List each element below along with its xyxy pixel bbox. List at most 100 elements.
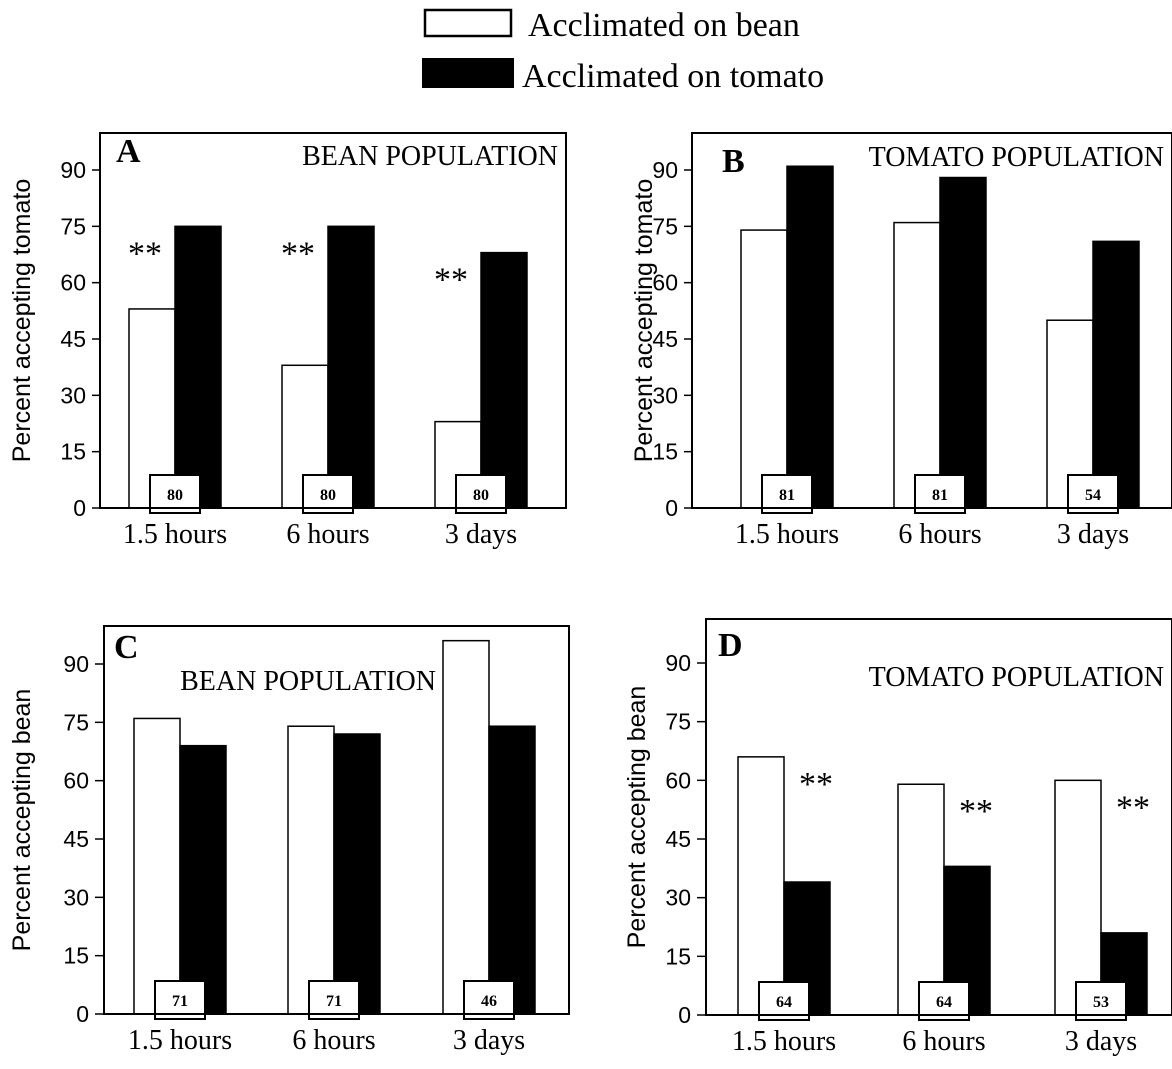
panel-d-ytick-label-30: 30 <box>665 885 691 911</box>
panel-b-ytick-label-75: 75 <box>652 213 678 239</box>
panel-a-sample-size-box-1 <box>149 474 201 514</box>
panel-d-category-label-3: 3 days <box>1065 1026 1137 1057</box>
panel-b-sample-size-1: 81 <box>779 487 795 504</box>
panel-a-sample-size-2: 80 <box>320 487 336 504</box>
panel-b-ytick-label-45: 45 <box>652 326 678 352</box>
panel-a-ytick-label-15: 15 <box>60 439 86 465</box>
panel-a-ytick-label-75: 75 <box>60 213 86 239</box>
panel-b-bar-bean-2 <box>893 221 941 509</box>
panel-c-ytick-label-60: 60 <box>63 768 89 794</box>
panel-a: 0 15 30 45 60 75 90 Percent accepting tomato 80 1… <box>8 132 567 550</box>
panel-a-sample-size-3: 80 <box>473 487 489 504</box>
panel-b-y-axis-label: Percent accepting tomato <box>630 179 658 463</box>
panel-a-bar-tomato-2 <box>327 225 375 509</box>
panel-b-sample-size-box-1 <box>761 474 813 514</box>
panel-a-category-label-3: 3 days <box>445 519 517 550</box>
panel-a-sample-size-box-3 <box>455 474 507 514</box>
panel-d-y-axis-label: Percent accepting bean <box>623 686 651 949</box>
panel-a-y-axis-label: Percent accepting tomato <box>8 179 36 463</box>
panel-c-ytick-label-90: 90 <box>63 651 89 677</box>
panel-a-significance-1: ** <box>128 235 162 272</box>
legend: Acclimated on bean Acclimated on tomato <box>422 7 824 95</box>
panel-b-ytick-label-30: 30 <box>652 382 678 408</box>
panel-a-ytick-label-60: 60 <box>60 270 86 296</box>
panel-d-bar-bean-1 <box>737 756 785 1016</box>
panel-a-significance-3: ** <box>434 262 468 299</box>
panel-d-ytick-label-60: 60 <box>665 767 691 793</box>
panel-a-category-label-2: 6 hours <box>286 519 369 550</box>
legend-swatch-bean <box>423 8 513 38</box>
panel-d-sample-size-box-3 <box>1075 981 1127 1021</box>
panel-d-significance-2: ** <box>959 793 993 830</box>
panel-b-sample-size-3: 54 <box>1085 487 1101 504</box>
panel-c-category-label-1: 1.5 hours <box>128 1025 232 1056</box>
panel-d-title: TOMATO POPULATION <box>869 662 1164 693</box>
panel-c-sample-size-box-1 <box>154 980 206 1020</box>
panel-b-ytick-label-0: 0 <box>665 495 678 521</box>
panel-d-bar-bean-3 <box>1054 779 1102 1016</box>
panel-c-bar-tomato-2 <box>333 733 381 1015</box>
panel-b-bar-bean-1 <box>740 229 788 509</box>
panel-c-sample-size-1: 71 <box>172 993 188 1010</box>
legend-label-bean: Acclimated on bean <box>528 7 800 44</box>
panel-a-bar-tomato-1 <box>174 225 222 509</box>
panel-b-sample-size-2: 81 <box>932 487 948 504</box>
panel-d-category-label-2: 6 hours <box>902 1026 985 1057</box>
panel-d-significance-3: ** <box>1116 789 1150 826</box>
panel-c-y-axis-label: Percent accepting bean <box>8 689 36 952</box>
panel-d-ytick-label-45: 45 <box>665 826 691 852</box>
panel-b-title: TOMATO POPULATION <box>869 142 1164 173</box>
panel-d-ytick-label-15: 15 <box>665 943 691 969</box>
panel-a-ytick-label-30: 30 <box>60 382 86 408</box>
panel-c-bar-bean-3 <box>442 639 490 1015</box>
panel-c-ytick-label-75: 75 <box>63 709 89 735</box>
panel-b-ytick-label-15: 15 <box>652 439 678 465</box>
panel-a-category-label-1: 1.5 hours <box>123 519 227 550</box>
panel-d-sample-size-box-2 <box>918 981 970 1021</box>
panel-b-ytick-label-90: 90 <box>652 157 678 183</box>
panel-c-bar-tomato-1 <box>179 744 227 1015</box>
panel-d-ytick-label-90: 90 <box>665 650 691 676</box>
panel-c-title: BEAN POPULATION <box>180 666 436 697</box>
panel-b-category-label-1: 1.5 hours <box>735 519 839 550</box>
panel-b-bar-tomato-3 <box>1092 240 1140 509</box>
panel-b-bar-tomato-2 <box>939 176 987 509</box>
panel-a-bar-tomato-3 <box>480 251 528 509</box>
panel-b-category-label-3: 3 days <box>1057 519 1129 550</box>
panel-c-ytick-label-0: 0 <box>76 1001 89 1027</box>
panel-d-bar-bean-2 <box>897 783 945 1016</box>
panel-b-letter: B <box>722 143 745 180</box>
panel-b-sample-size-box-3 <box>1067 474 1119 514</box>
panel-c-bar-bean-1 <box>133 717 181 1015</box>
panel-c-sample-size-2: 71 <box>326 993 342 1010</box>
panel-a-sample-size-1: 80 <box>167 487 183 504</box>
panel-c-bar-bean-2 <box>287 725 335 1015</box>
panel-a-ytick-label-45: 45 <box>60 326 86 352</box>
panel-d-sample-size-box-1 <box>758 981 810 1021</box>
panel-a-sample-size-box-2 <box>302 474 354 514</box>
panel-d-ytick-label-0: 0 <box>678 1002 691 1028</box>
panel-d-ytick-label-75: 75 <box>665 709 691 735</box>
panel-b-ytick-label-60: 60 <box>652 270 678 296</box>
panel-a-title: BEAN POPULATION <box>302 141 558 172</box>
panel-d: 0 15 30 45 60 75 90 Percent accepting bean 64 1.5… <box>623 618 1172 1057</box>
panel-c-category-label-2: 6 hours <box>292 1025 375 1056</box>
panel-a-ytick-label-0: 0 <box>73 495 86 521</box>
panel-c-ytick-label-30: 30 <box>63 884 89 910</box>
panel-c-letter: C <box>114 629 139 666</box>
panel-b-sample-size-box-2 <box>914 474 966 514</box>
panel-d-letter: D <box>718 627 743 664</box>
panel-c-category-label-3: 3 days <box>453 1025 525 1056</box>
panel-d-significance-1: ** <box>799 766 833 803</box>
panel-c: 0 15 30 45 60 75 90 Percent accepting bean 71 1.5… <box>8 625 570 1056</box>
panel-c-ytick-label-15: 15 <box>63 943 89 969</box>
panel-c-ytick-label-45: 45 <box>63 826 89 852</box>
panel-b-category-label-2: 6 hours <box>898 519 981 550</box>
panel-d-sample-size-2: 64 <box>936 994 952 1011</box>
panel-a-letter: A <box>116 133 141 170</box>
panel-d-sample-size-3: 53 <box>1093 994 1109 1011</box>
panel-c-sample-size-box-3 <box>463 980 515 1020</box>
